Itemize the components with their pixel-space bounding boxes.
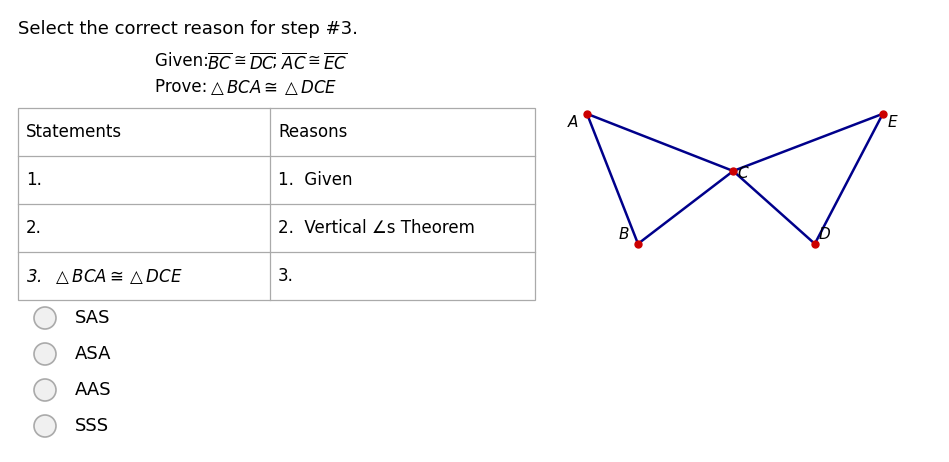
Text: 1.  Given: 1. Given	[278, 171, 352, 189]
Text: $\mathit{C}$: $\mathit{C}$	[737, 165, 750, 181]
Text: Select the correct reason for step #3.: Select the correct reason for step #3.	[18, 20, 358, 38]
Text: Prove:: Prove:	[155, 78, 218, 96]
Text: $\overline{EC}$: $\overline{EC}$	[323, 52, 347, 73]
Text: $\mathit{E}$: $\mathit{E}$	[887, 114, 899, 130]
Text: ASA: ASA	[75, 345, 111, 363]
Text: SSS: SSS	[75, 417, 109, 435]
Text: Given:: Given:	[155, 52, 219, 70]
Text: $\triangle BCA \cong \triangle DCE$: $\triangle BCA \cong \triangle DCE$	[207, 78, 337, 97]
Text: SAS: SAS	[75, 309, 110, 327]
Text: $;$: $;$	[271, 52, 277, 70]
Text: $\mathit{D}$: $\mathit{D}$	[818, 226, 831, 242]
Text: $\cong$: $\cong$	[305, 52, 321, 67]
Text: 1.: 1.	[26, 171, 42, 189]
Text: 3.: 3.	[278, 267, 294, 285]
Circle shape	[34, 379, 56, 401]
Text: AAS: AAS	[75, 381, 112, 399]
Text: $\cong$: $\cong$	[231, 52, 247, 67]
Text: 3.  $\triangle BCA \cong \triangle DCE$: 3. $\triangle BCA \cong \triangle DCE$	[26, 267, 182, 286]
Text: $\overline{AC}$: $\overline{AC}$	[281, 52, 307, 73]
Text: $\overline{DC}$: $\overline{DC}$	[249, 52, 275, 73]
Text: Statements: Statements	[26, 123, 122, 141]
Text: Reasons: Reasons	[278, 123, 347, 141]
Circle shape	[34, 307, 56, 329]
Text: $\overline{BC}$: $\overline{BC}$	[207, 52, 232, 73]
Text: 2.: 2.	[26, 219, 42, 237]
Text: 2.  Vertical ∠s Theorem: 2. Vertical ∠s Theorem	[278, 219, 474, 237]
Bar	[18, 108, 535, 300]
Circle shape	[34, 343, 56, 365]
Text: $\mathit{A}$: $\mathit{A}$	[567, 114, 579, 130]
Text: $\mathit{B}$: $\mathit{B}$	[618, 226, 630, 242]
Circle shape	[34, 415, 56, 437]
